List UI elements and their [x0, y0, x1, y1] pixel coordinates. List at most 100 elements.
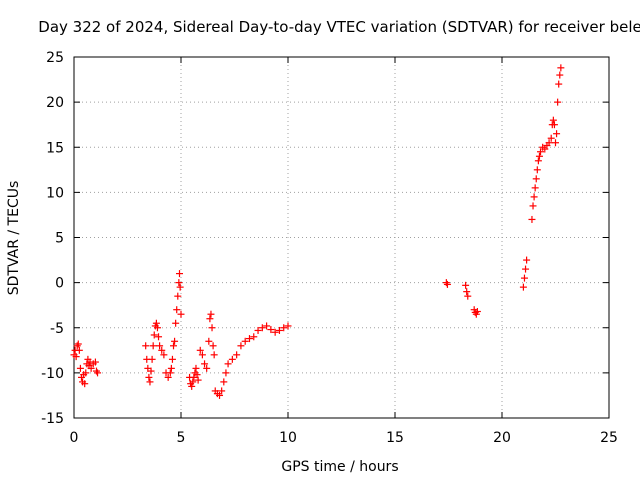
- data-point: [216, 391, 224, 399]
- data-point: [267, 326, 275, 334]
- data-point: [150, 331, 158, 339]
- data-point: [464, 292, 472, 300]
- data-point: [173, 306, 181, 314]
- y-tick-label: 25: [46, 50, 64, 66]
- data-point: [168, 355, 176, 363]
- data-point: [443, 280, 451, 288]
- y-tick-label: -5: [50, 321, 64, 337]
- data-point: [196, 346, 204, 354]
- y-tick-label: 10: [46, 185, 64, 201]
- data-point: [522, 265, 530, 273]
- data-point: [146, 378, 154, 386]
- data-point: [552, 139, 559, 147]
- axis-ticks: [73, 56, 610, 419]
- data-point: [271, 328, 279, 336]
- data-point: [533, 166, 541, 174]
- data-point: [528, 215, 536, 223]
- data-point: [549, 116, 557, 124]
- data-point: [541, 145, 549, 153]
- data-point: [532, 175, 540, 183]
- data-point: [537, 148, 545, 156]
- data-point: [152, 319, 160, 327]
- data-point: [74, 340, 82, 348]
- data-point: [205, 337, 213, 345]
- data-point: [193, 371, 201, 379]
- data-point: [207, 310, 215, 318]
- data-point: [76, 364, 84, 372]
- tick-labels: 0 5 10 15 20 25 -15 -10 -5 0 5 10 15 20 25: [41, 50, 618, 446]
- y-tick-label: 5: [55, 231, 64, 247]
- data-point: [164, 373, 172, 381]
- data-point: [210, 351, 218, 359]
- data-point: [241, 337, 249, 345]
- data-point: [170, 342, 178, 350]
- data-point: [194, 376, 202, 384]
- y-tick-label: 0: [55, 276, 64, 292]
- data-point: [153, 324, 161, 332]
- x-tick-label: 0: [70, 430, 79, 446]
- data-point: [463, 288, 471, 296]
- grid-lines: [74, 57, 609, 418]
- data-point: [557, 64, 565, 72]
- data-point: [233, 351, 241, 359]
- data-point: [250, 333, 258, 341]
- data-point: [228, 355, 236, 363]
- data-point: [203, 364, 211, 372]
- data-point: [519, 283, 527, 291]
- data-point: [245, 335, 253, 343]
- data-point: [87, 364, 95, 372]
- data-point: [220, 378, 228, 386]
- data-point: [198, 351, 206, 359]
- data-point: [201, 360, 209, 368]
- x-tick-label: 15: [386, 430, 404, 446]
- data-point: [531, 184, 539, 192]
- data-point: [188, 382, 196, 390]
- data-point: [149, 342, 157, 350]
- data-point: [206, 315, 214, 323]
- y-tick-label: -10: [41, 366, 64, 382]
- data-point: [554, 98, 562, 106]
- data-point: [534, 157, 542, 165]
- data-point: [258, 324, 266, 332]
- x-tick-label: 20: [493, 430, 511, 446]
- data-point: [209, 342, 217, 350]
- data-point: [284, 322, 292, 330]
- data-point: [175, 279, 183, 287]
- x-axis-title: GPS time / hours: [281, 459, 398, 475]
- data-point: [81, 380, 89, 388]
- data-point: [208, 324, 216, 332]
- data-point: [545, 139, 553, 147]
- data-point: [192, 364, 200, 372]
- data-point: [167, 364, 175, 372]
- data-point: [218, 387, 226, 395]
- data-point: [224, 360, 232, 368]
- y-tick-label: 15: [46, 140, 64, 156]
- data-point: [145, 373, 153, 381]
- data-point: [94, 369, 102, 377]
- data-point: [177, 310, 185, 318]
- data-point: [263, 322, 271, 330]
- data-point: [280, 324, 288, 332]
- data-point: [520, 274, 528, 282]
- data-point: [189, 378, 197, 386]
- data-point: [556, 71, 564, 79]
- x-tick-label: 5: [177, 430, 186, 446]
- data-point: [72, 353, 80, 361]
- x-tick-label: 25: [600, 430, 618, 446]
- data-point: [172, 319, 180, 327]
- data-point: [174, 292, 182, 300]
- y-axis-title: SDTVAR / TECUs: [6, 181, 22, 296]
- data-point: [171, 337, 179, 345]
- data-point: [91, 358, 99, 366]
- x-tick-label: 10: [279, 430, 297, 446]
- data-point: [158, 346, 166, 354]
- data-point: [473, 308, 481, 316]
- data-point: [530, 193, 538, 201]
- data-point: [237, 342, 245, 350]
- data-point: [550, 121, 558, 129]
- data-point: [254, 326, 262, 334]
- data-point: [155, 333, 163, 341]
- data-point: [222, 369, 230, 377]
- data-point: [142, 342, 150, 350]
